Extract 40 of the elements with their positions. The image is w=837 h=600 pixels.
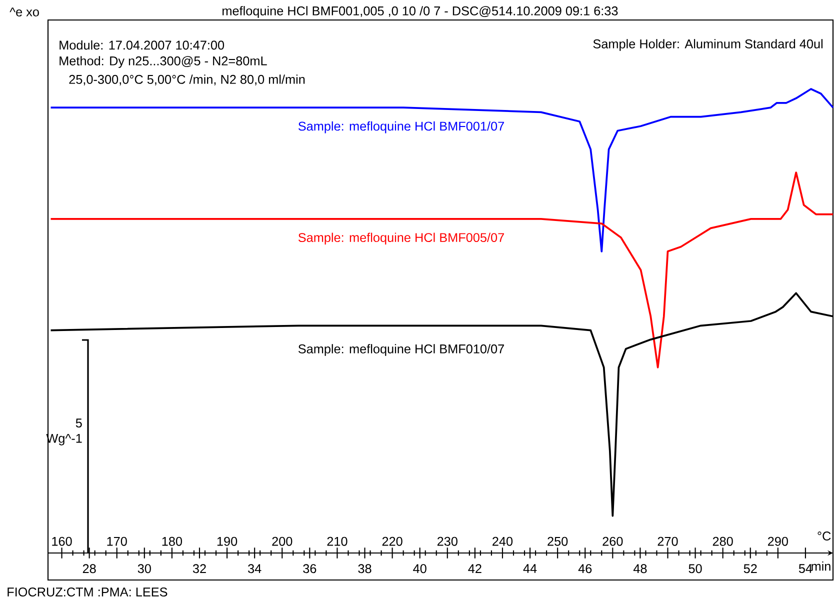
x-tick-label: 170 bbox=[107, 536, 127, 546]
x2-tick-label: 30 bbox=[138, 564, 151, 574]
x-tick-label: 190 bbox=[217, 536, 238, 546]
text: Method: Dy n25...300@5 - N2=80mL bbox=[60, 56, 267, 68]
x-tick-label: 200 bbox=[272, 536, 292, 546]
text: 25,0-300,0°C 5,00°C /min, N2 80,0 ml/min bbox=[69, 74, 305, 86]
x-tick-label: 160 bbox=[52, 536, 72, 546]
x2-tick-label: 34 bbox=[248, 564, 262, 574]
x2-tick-label: 40 bbox=[413, 564, 426, 574]
text: Sample Holder: Aluminum Standard 40ul bbox=[593, 39, 823, 51]
x-tick-label: 280 bbox=[712, 536, 733, 546]
x-tick-label: 270 bbox=[658, 536, 678, 546]
x-axis-title: °C bbox=[818, 532, 831, 541]
x2-axis-title: min bbox=[812, 561, 830, 571]
text: FIOCRUZ:CTM :PMA: LEES bbox=[8, 588, 168, 596]
chart-title: mefloquine HCl BMF001,005 ,0 10 /0 7 - DSC@514.10.2009 09:1 6:33 bbox=[222, 6, 618, 18]
x2-tick-label: 42 bbox=[468, 564, 482, 573]
text: Module: 17.04.2007 10:47:00 bbox=[60, 40, 224, 50]
x-tick-label: 210 bbox=[327, 536, 348, 546]
x-tick-label: 260 bbox=[602, 536, 623, 546]
series-label: Sample: mefloquine HCl BMF010/07 bbox=[298, 344, 504, 356]
x-tick-label: 240 bbox=[492, 536, 513, 546]
x-tick-label: 290 bbox=[768, 536, 788, 546]
x-tick-label: 230 bbox=[437, 536, 458, 546]
x-tick-label: 220 bbox=[382, 536, 402, 546]
x2-tick-label: 50 bbox=[688, 564, 702, 574]
x2-tick-label: 28 bbox=[82, 564, 96, 574]
x-tick-label: 250 bbox=[548, 536, 568, 546]
x-tick-label: 180 bbox=[162, 536, 182, 546]
x2-tick-label: 44 bbox=[523, 564, 537, 573]
x2-tick-label: 46 bbox=[578, 564, 592, 574]
x2-tick-label: 48 bbox=[633, 564, 647, 574]
x2-tick-label: 36 bbox=[303, 564, 316, 574]
text: ^e xo bbox=[10, 8, 39, 16]
series-label: Sample: mefloquine HCl BMF001/07 bbox=[298, 121, 504, 134]
x2-tick-label: 52 bbox=[744, 564, 757, 574]
x2-tick-label: 54 bbox=[798, 564, 812, 573]
series-label: Sample: mefloquine HCl BMF005/07 bbox=[298, 232, 504, 245]
x2-tick-label: 32 bbox=[192, 564, 206, 574]
x2-tick-label: 38 bbox=[358, 564, 372, 574]
